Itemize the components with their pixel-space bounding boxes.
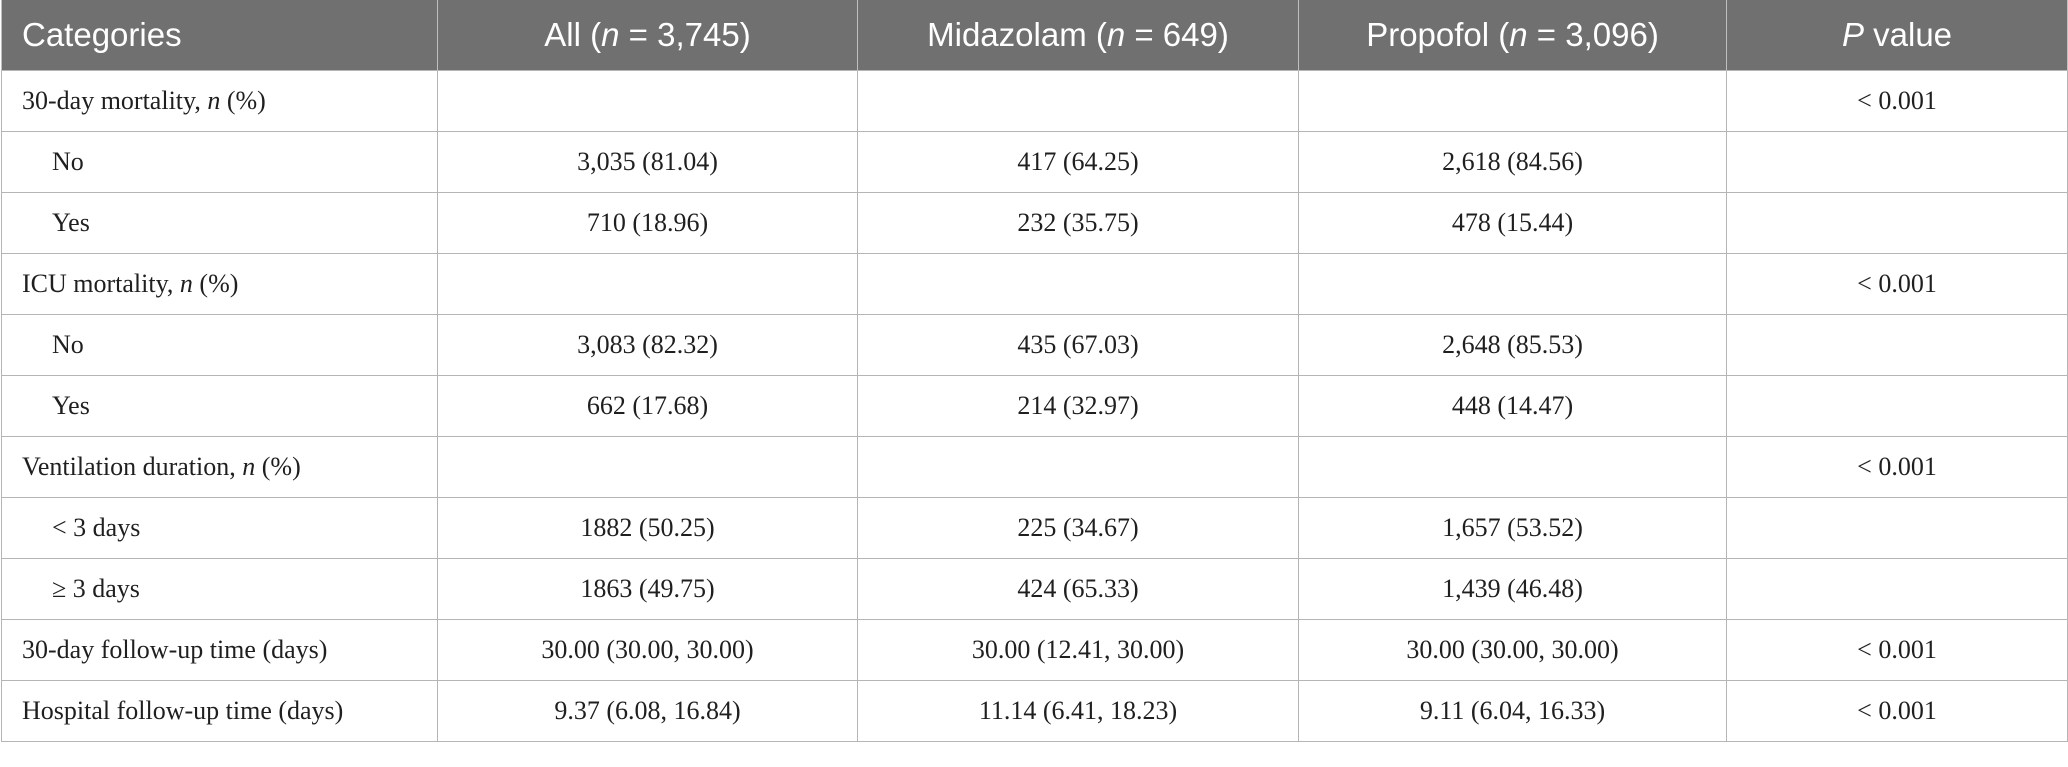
results-table: Categories All (n = 3,745) Midazolam (n …: [1, 0, 2068, 742]
cell-all: 710 (18.96): [437, 192, 858, 254]
cell-propofol: 448 (14.47): [1298, 375, 1727, 437]
table-row: Ventilation duration, n (%) < 0.001: [1, 436, 2068, 498]
cell-propofol: [1298, 70, 1727, 132]
cell-midazolam: 11.14 (6.41, 18.23): [857, 680, 1299, 742]
cell-all: 3,035 (81.04): [437, 131, 858, 193]
cell-propofol: [1298, 253, 1727, 315]
row-label: Yes: [1, 192, 438, 254]
cell-propofol: 1,657 (53.52): [1298, 497, 1727, 559]
cell-all: [437, 70, 858, 132]
header-row: Categories All (n = 3,745) Midazolam (n …: [1, 0, 2068, 71]
cell-propofol: 478 (15.44): [1298, 192, 1727, 254]
row-label: Ventilation duration, n (%): [1, 436, 438, 498]
row-label: No: [1, 131, 438, 193]
cell-p-value: [1726, 131, 2068, 193]
row-label: No: [1, 314, 438, 376]
row-label: Yes: [1, 375, 438, 437]
cell-all: 1863 (49.75): [437, 558, 858, 620]
cell-midazolam: [857, 436, 1299, 498]
cell-p-value: [1726, 314, 2068, 376]
table-row: No 3,035 (81.04) 417 (64.25) 2,618 (84.5…: [1, 131, 2068, 193]
table-row: 30-day mortality, n (%) < 0.001: [1, 70, 2068, 132]
table-row: No 3,083 (82.32) 435 (67.03) 2,648 (85.5…: [1, 314, 2068, 376]
cell-all: [437, 436, 858, 498]
cell-midazolam: [857, 253, 1299, 315]
cell-propofol: 9.11 (6.04, 16.33): [1298, 680, 1727, 742]
cell-midazolam: [857, 70, 1299, 132]
row-label: ≥ 3 days: [1, 558, 438, 620]
cell-midazolam: 435 (67.03): [857, 314, 1299, 376]
cell-all: 662 (17.68): [437, 375, 858, 437]
cell-midazolam: 214 (32.97): [857, 375, 1299, 437]
header-categories: Categories: [1, 0, 438, 71]
cell-all: 3,083 (82.32): [437, 314, 858, 376]
table-row: Hospital follow-up time (days) 9.37 (6.0…: [1, 680, 2068, 742]
cell-p-value: [1726, 497, 2068, 559]
cell-all: 30.00 (30.00, 30.00): [437, 619, 858, 681]
cell-all: 1882 (50.25): [437, 497, 858, 559]
cell-p-value: [1726, 192, 2068, 254]
table-row: Yes 662 (17.68) 214 (32.97) 448 (14.47): [1, 375, 2068, 437]
row-label: 30-day follow-up time (days): [1, 619, 438, 681]
cell-midazolam: 30.00 (12.41, 30.00): [857, 619, 1299, 681]
cell-propofol: 1,439 (46.48): [1298, 558, 1727, 620]
table-row: ≥ 3 days 1863 (49.75) 424 (65.33) 1,439 …: [1, 558, 2068, 620]
cell-all: [437, 253, 858, 315]
cell-all: 9.37 (6.08, 16.84): [437, 680, 858, 742]
cell-p-value: < 0.001: [1726, 70, 2068, 132]
cell-p-value: < 0.001: [1726, 253, 2068, 315]
cell-p-value: < 0.001: [1726, 680, 2068, 742]
cell-p-value: [1726, 375, 2068, 437]
table-row: < 3 days 1882 (50.25) 225 (34.67) 1,657 …: [1, 497, 2068, 559]
cell-p-value: < 0.001: [1726, 619, 2068, 681]
cell-propofol: [1298, 436, 1727, 498]
cell-midazolam: 232 (35.75): [857, 192, 1299, 254]
cell-propofol: 30.00 (30.00, 30.00): [1298, 619, 1727, 681]
table-row: 30-day follow-up time (days) 30.00 (30.0…: [1, 619, 2068, 681]
cell-midazolam: 424 (65.33): [857, 558, 1299, 620]
cell-p-value: [1726, 558, 2068, 620]
cell-midazolam: 225 (34.67): [857, 497, 1299, 559]
results-table-container: Categories All (n = 3,745) Midazolam (n …: [1, 0, 2068, 742]
row-label: ICU mortality, n (%): [1, 253, 438, 315]
row-label: Hospital follow-up time (days): [1, 680, 438, 742]
row-label: 30-day mortality, n (%): [1, 70, 438, 132]
cell-p-value: < 0.001: [1726, 436, 2068, 498]
header-propofol: Propofol (n = 3,096): [1298, 0, 1727, 71]
cell-propofol: 2,618 (84.56): [1298, 131, 1727, 193]
table-row: ICU mortality, n (%) < 0.001: [1, 253, 2068, 315]
header-all: All (n = 3,745): [437, 0, 858, 71]
cell-midazolam: 417 (64.25): [857, 131, 1299, 193]
header-midazolam: Midazolam (n = 649): [857, 0, 1299, 71]
table-row: Yes 710 (18.96) 232 (35.75) 478 (15.44): [1, 192, 2068, 254]
cell-propofol: 2,648 (85.53): [1298, 314, 1727, 376]
row-label: < 3 days: [1, 497, 438, 559]
header-p-value: P value: [1726, 0, 2068, 71]
